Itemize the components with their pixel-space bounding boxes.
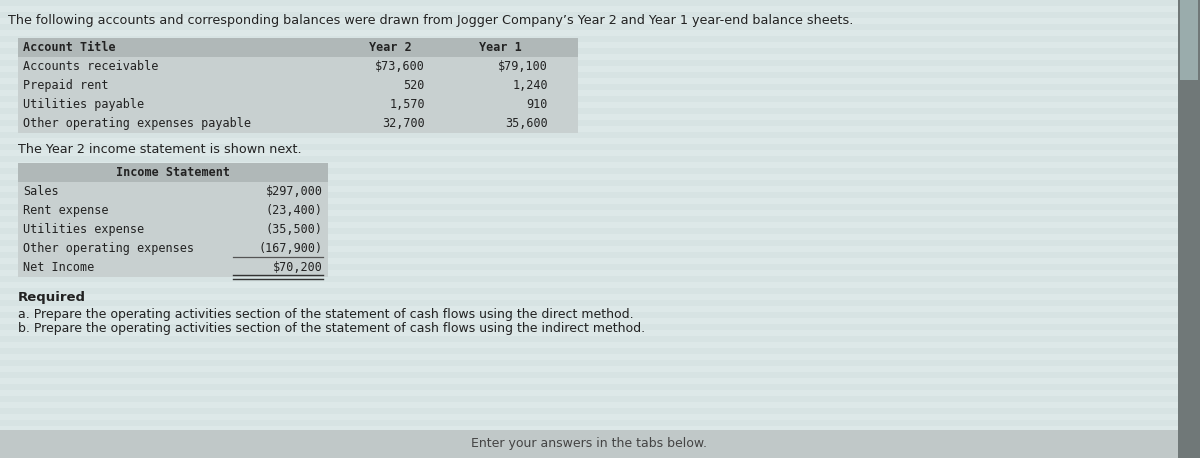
Text: Account Title: Account Title: [23, 41, 115, 54]
FancyBboxPatch shape: [0, 240, 1186, 246]
FancyBboxPatch shape: [18, 38, 578, 57]
Text: Year 1: Year 1: [479, 41, 521, 54]
FancyBboxPatch shape: [18, 201, 328, 220]
Text: Utilities payable: Utilities payable: [23, 98, 144, 111]
FancyBboxPatch shape: [0, 408, 1186, 414]
FancyBboxPatch shape: [18, 220, 328, 239]
FancyBboxPatch shape: [0, 264, 1186, 270]
FancyBboxPatch shape: [0, 348, 1186, 354]
FancyBboxPatch shape: [0, 432, 1186, 438]
FancyBboxPatch shape: [18, 57, 578, 76]
FancyBboxPatch shape: [0, 192, 1186, 198]
FancyBboxPatch shape: [18, 76, 578, 95]
FancyBboxPatch shape: [0, 72, 1186, 78]
FancyBboxPatch shape: [0, 84, 1186, 90]
FancyBboxPatch shape: [0, 324, 1186, 330]
FancyBboxPatch shape: [0, 0, 1186, 6]
FancyBboxPatch shape: [0, 168, 1186, 174]
FancyBboxPatch shape: [0, 252, 1186, 258]
FancyBboxPatch shape: [0, 360, 1186, 366]
FancyBboxPatch shape: [0, 96, 1186, 102]
Text: Other operating expenses payable: Other operating expenses payable: [23, 117, 251, 130]
FancyBboxPatch shape: [0, 132, 1186, 138]
Text: Enter your answers in the tabs below.: Enter your answers in the tabs below.: [470, 437, 707, 451]
FancyBboxPatch shape: [0, 336, 1186, 342]
Text: b. Prepare the operating activities section of the statement of cash flows using: b. Prepare the operating activities sect…: [18, 322, 646, 335]
Text: $79,100: $79,100: [498, 60, 548, 73]
FancyBboxPatch shape: [0, 120, 1186, 126]
Text: Other operating expenses: Other operating expenses: [23, 242, 194, 255]
Text: a. Prepare the operating activities section of the statement of cash flows using: a. Prepare the operating activities sect…: [18, 308, 634, 321]
FancyBboxPatch shape: [18, 95, 578, 114]
FancyBboxPatch shape: [0, 444, 1186, 450]
Text: Net Income: Net Income: [23, 261, 95, 274]
Text: $297,000: $297,000: [266, 185, 323, 198]
FancyBboxPatch shape: [0, 216, 1186, 222]
Text: 35,600: 35,600: [505, 117, 548, 130]
Text: Sales: Sales: [23, 185, 59, 198]
FancyBboxPatch shape: [0, 384, 1186, 390]
Text: (23,400): (23,400): [266, 204, 323, 217]
FancyBboxPatch shape: [0, 288, 1186, 294]
FancyBboxPatch shape: [0, 372, 1186, 378]
FancyBboxPatch shape: [0, 180, 1186, 186]
FancyBboxPatch shape: [0, 430, 1178, 458]
FancyBboxPatch shape: [0, 36, 1186, 42]
FancyBboxPatch shape: [0, 108, 1186, 114]
Text: Prepaid rent: Prepaid rent: [23, 79, 108, 92]
FancyBboxPatch shape: [0, 60, 1186, 66]
FancyBboxPatch shape: [18, 239, 328, 258]
Text: Year 2: Year 2: [368, 41, 412, 54]
Text: (35,500): (35,500): [266, 223, 323, 236]
FancyBboxPatch shape: [18, 163, 328, 182]
FancyBboxPatch shape: [1180, 0, 1198, 80]
FancyBboxPatch shape: [18, 182, 328, 201]
Text: 520: 520: [403, 79, 425, 92]
FancyBboxPatch shape: [0, 396, 1186, 402]
Text: The following accounts and corresponding balances were drawn from Jogger Company: The following accounts and corresponding…: [8, 14, 853, 27]
Text: Required: Required: [18, 291, 86, 304]
FancyBboxPatch shape: [0, 24, 1186, 30]
FancyBboxPatch shape: [0, 312, 1186, 318]
Text: Accounts receivable: Accounts receivable: [23, 60, 158, 73]
FancyBboxPatch shape: [0, 420, 1186, 426]
FancyBboxPatch shape: [0, 48, 1186, 54]
FancyBboxPatch shape: [18, 114, 578, 133]
Text: $73,600: $73,600: [376, 60, 425, 73]
FancyBboxPatch shape: [0, 228, 1186, 234]
FancyBboxPatch shape: [18, 258, 328, 277]
Text: 32,700: 32,700: [383, 117, 425, 130]
FancyBboxPatch shape: [0, 300, 1186, 306]
Text: Utilities expense: Utilities expense: [23, 223, 144, 236]
FancyBboxPatch shape: [0, 12, 1186, 18]
Text: (167,900): (167,900): [259, 242, 323, 255]
Text: The Year 2 income statement is shown next.: The Year 2 income statement is shown nex…: [18, 143, 301, 156]
Text: 910: 910: [527, 98, 548, 111]
FancyBboxPatch shape: [1178, 0, 1200, 458]
Text: Rent expense: Rent expense: [23, 204, 108, 217]
FancyBboxPatch shape: [0, 276, 1186, 282]
Text: $70,200: $70,200: [274, 261, 323, 274]
Text: 1,570: 1,570: [389, 98, 425, 111]
FancyBboxPatch shape: [0, 144, 1186, 150]
FancyBboxPatch shape: [0, 156, 1186, 162]
FancyBboxPatch shape: [0, 204, 1186, 210]
Text: 1,240: 1,240: [512, 79, 548, 92]
Text: Income Statement: Income Statement: [116, 166, 230, 179]
FancyBboxPatch shape: [0, 456, 1186, 458]
